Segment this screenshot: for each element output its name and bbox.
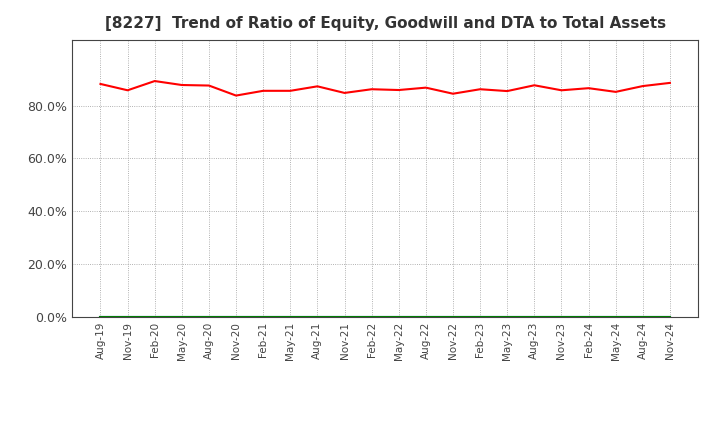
Goodwill <box>341 314 349 319</box>
Deferred Tax Assets <box>611 314 620 319</box>
Goodwill <box>313 314 322 319</box>
Deferred Tax Assets <box>530 314 539 319</box>
Equity <box>367 87 376 92</box>
Goodwill <box>178 314 186 319</box>
Equity <box>611 89 620 95</box>
Deferred Tax Assets <box>557 314 566 319</box>
Equity <box>150 78 159 84</box>
Equity <box>259 88 268 93</box>
Deferred Tax Assets <box>639 314 647 319</box>
Deferred Tax Assets <box>367 314 376 319</box>
Equity <box>530 83 539 88</box>
Equity <box>665 80 674 85</box>
Goodwill <box>395 314 403 319</box>
Deferred Tax Assets <box>204 314 213 319</box>
Equity <box>341 90 349 95</box>
Deferred Tax Assets <box>395 314 403 319</box>
Equity <box>123 88 132 93</box>
Deferred Tax Assets <box>150 314 159 319</box>
Equity <box>286 88 294 93</box>
Deferred Tax Assets <box>232 314 240 319</box>
Goodwill <box>557 314 566 319</box>
Deferred Tax Assets <box>503 314 511 319</box>
Equity <box>395 88 403 93</box>
Equity <box>96 81 105 87</box>
Deferred Tax Assets <box>584 314 593 319</box>
Goodwill <box>530 314 539 319</box>
Equity <box>449 91 457 96</box>
Deferred Tax Assets <box>665 314 674 319</box>
Deferred Tax Assets <box>421 314 430 319</box>
Goodwill <box>204 314 213 319</box>
Goodwill <box>259 314 268 319</box>
Goodwill <box>665 314 674 319</box>
Goodwill <box>421 314 430 319</box>
Equity <box>584 85 593 91</box>
Goodwill <box>96 314 105 319</box>
Deferred Tax Assets <box>123 314 132 319</box>
Equity <box>313 84 322 89</box>
Deferred Tax Assets <box>286 314 294 319</box>
Equity <box>476 87 485 92</box>
Equity <box>557 88 566 93</box>
Goodwill <box>286 314 294 319</box>
Equity <box>639 84 647 89</box>
Goodwill <box>503 314 511 319</box>
Equity <box>178 82 186 88</box>
Goodwill <box>367 314 376 319</box>
Deferred Tax Assets <box>313 314 322 319</box>
Equity <box>204 83 213 88</box>
Line: Equity: Equity <box>101 81 670 95</box>
Goodwill <box>123 314 132 319</box>
Deferred Tax Assets <box>178 314 186 319</box>
Deferred Tax Assets <box>476 314 485 319</box>
Equity <box>232 93 240 98</box>
Deferred Tax Assets <box>449 314 457 319</box>
Deferred Tax Assets <box>259 314 268 319</box>
Title: [8227]  Trend of Ratio of Equity, Goodwill and DTA to Total Assets: [8227] Trend of Ratio of Equity, Goodwil… <box>104 16 666 32</box>
Deferred Tax Assets <box>96 314 105 319</box>
Equity <box>421 85 430 90</box>
Goodwill <box>611 314 620 319</box>
Equity <box>503 88 511 94</box>
Goodwill <box>476 314 485 319</box>
Goodwill <box>232 314 240 319</box>
Goodwill <box>639 314 647 319</box>
Goodwill <box>449 314 457 319</box>
Goodwill <box>584 314 593 319</box>
Deferred Tax Assets <box>341 314 349 319</box>
Goodwill <box>150 314 159 319</box>
